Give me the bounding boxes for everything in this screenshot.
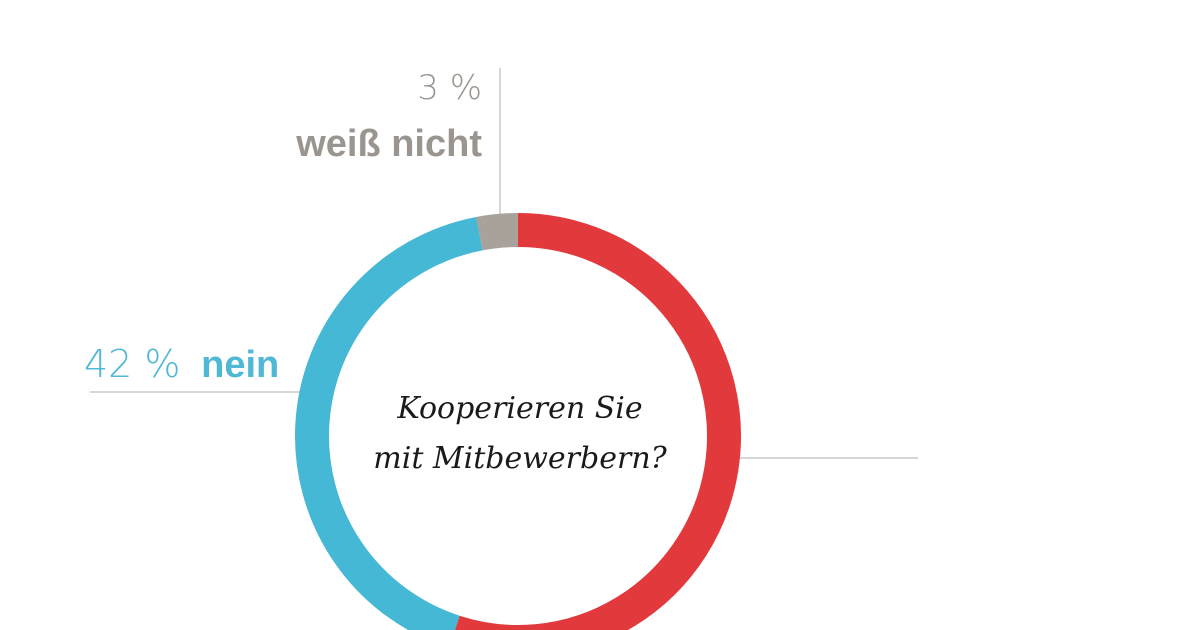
donut-slice-ja (454, 213, 741, 630)
donut-segments (295, 213, 741, 630)
nein-label-group: 42 % nein (84, 342, 279, 386)
donut-slice-weiss-nicht (476, 213, 519, 251)
nein-percent: 42 % (84, 342, 181, 386)
center-question-line-1: Kooperieren Sie (396, 391, 642, 426)
center-question-line-2: mit Mitbewerbern? (373, 441, 667, 476)
weiss-nicht-percent: 3 % (417, 68, 482, 108)
nein-label: nein (201, 344, 279, 386)
weiss-nicht-label: weiß nicht (295, 123, 482, 165)
donut-slice-nein (295, 216, 483, 630)
